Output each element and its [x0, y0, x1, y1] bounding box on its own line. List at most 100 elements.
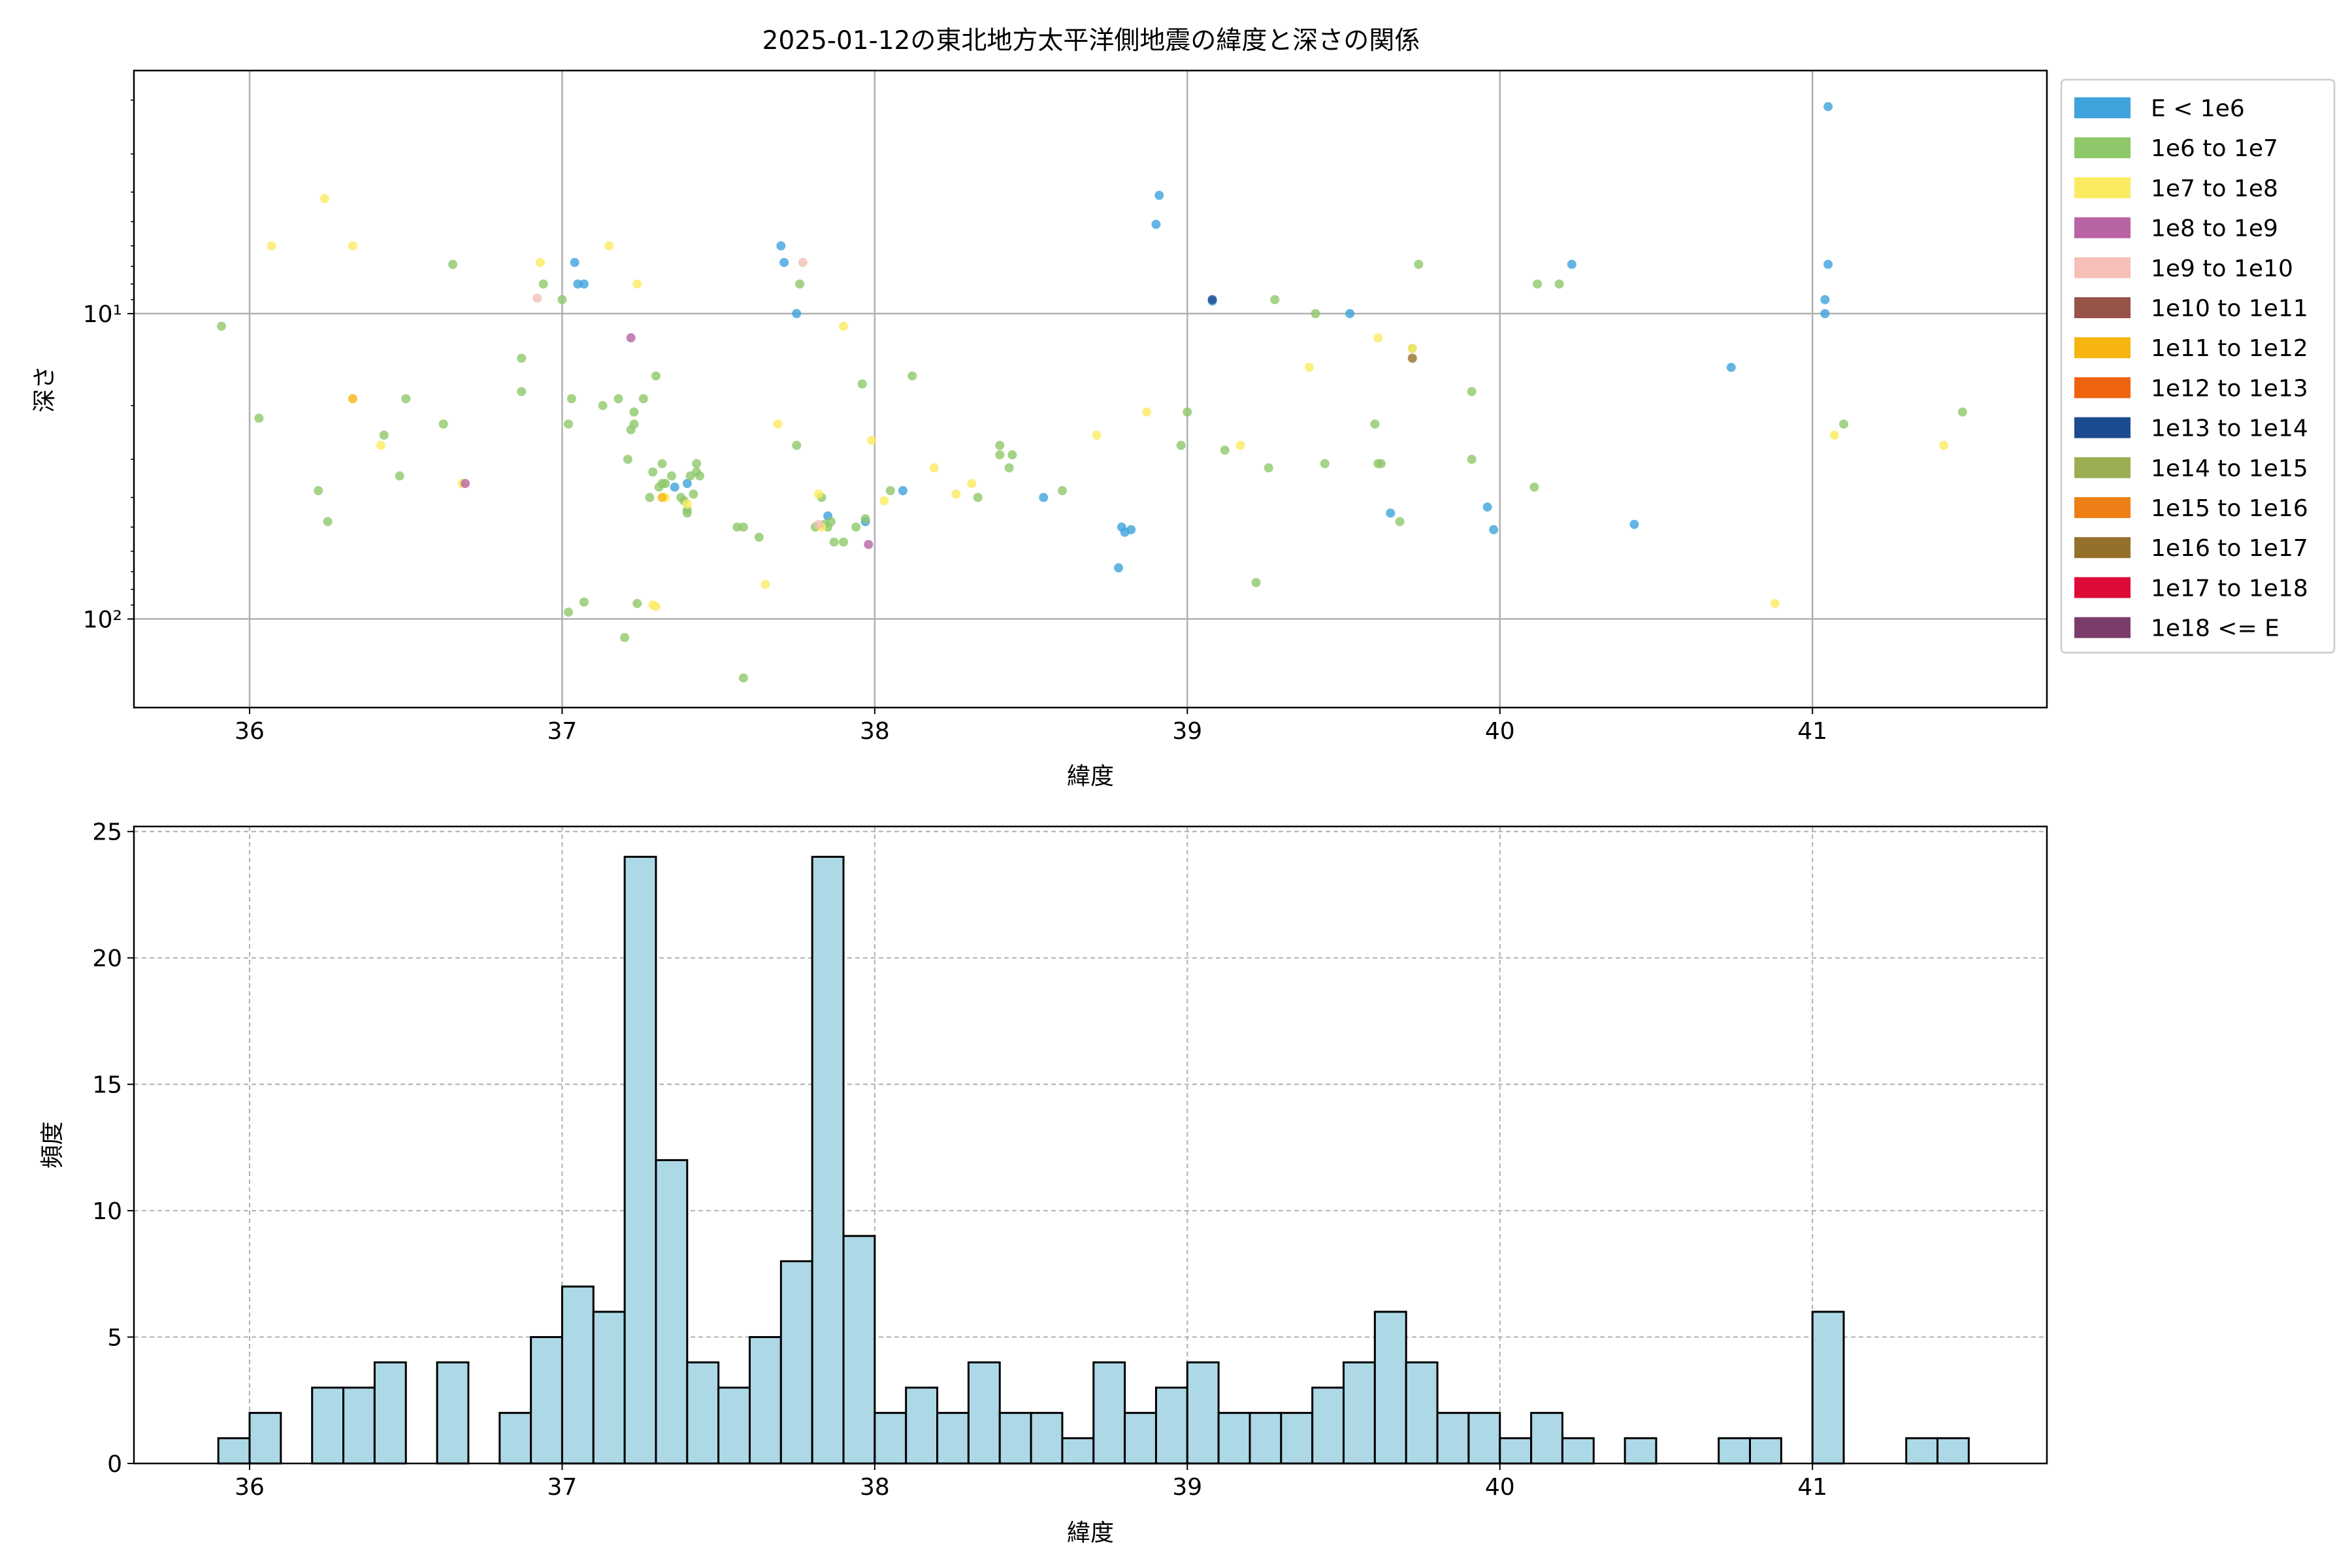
- data-point: [566, 394, 576, 404]
- data-point: [1114, 563, 1124, 573]
- data-point: [973, 493, 983, 502]
- data-point: [1823, 102, 1833, 112]
- histogram-x-axis-label: 緯度: [1067, 1520, 1114, 1546]
- x-tick-label: 41: [1797, 1474, 1827, 1501]
- legend-swatch: [2074, 177, 2131, 199]
- data-point: [629, 419, 639, 429]
- data-point: [379, 431, 389, 440]
- y-tick-label: 20: [92, 945, 122, 972]
- x-tick-label: 39: [1172, 718, 1202, 745]
- data-point: [573, 279, 583, 289]
- data-point: [267, 241, 276, 251]
- legend-swatch: [2074, 217, 2131, 238]
- data-point: [1207, 295, 1217, 304]
- data-point: [798, 257, 808, 267]
- data-point: [1567, 259, 1576, 269]
- data-point: [623, 455, 632, 465]
- legend-label: 1e10 to 1e11: [2151, 295, 2308, 322]
- y-tick-label: 25: [92, 819, 122, 846]
- data-point: [579, 597, 589, 607]
- histogram-bar: [1186, 1361, 1220, 1465]
- histogram-bar: [1936, 1437, 1970, 1465]
- data-point: [813, 519, 823, 529]
- data-point: [620, 632, 630, 642]
- data-point: [314, 486, 323, 496]
- data-point: [738, 673, 748, 683]
- histogram-bar: [1624, 1437, 1658, 1465]
- data-point: [538, 279, 548, 289]
- histogram-bar: [1436, 1412, 1470, 1465]
- data-point: [1957, 407, 1967, 417]
- data-point: [613, 394, 623, 404]
- histogram-bar: [1811, 1311, 1845, 1465]
- histogram-bar: [936, 1412, 970, 1465]
- legend-label: 1e15 to 1e16: [2151, 495, 2308, 522]
- data-point: [682, 499, 692, 509]
- legend-label: 1e17 to 1e18: [2151, 575, 2308, 602]
- scatter-axes-frame: [133, 69, 2048, 709]
- y-tick-label: 5: [107, 1325, 122, 1352]
- histogram-bar: [1499, 1437, 1533, 1465]
- data-point: [995, 450, 1005, 460]
- data-point: [1770, 598, 1780, 608]
- data-point: [376, 440, 385, 450]
- data-point: [648, 467, 658, 477]
- data-point: [666, 471, 676, 481]
- histogram-bar: [342, 1386, 376, 1465]
- x-tick-label: 39: [1172, 1474, 1202, 1501]
- histogram-bar: [1530, 1412, 1563, 1465]
- data-point: [1057, 486, 1067, 496]
- histogram-bar: [842, 1235, 876, 1465]
- histogram-bar: [1311, 1386, 1345, 1465]
- legend-label: 1e13 to 1e14: [2151, 416, 2308, 442]
- data-point: [1395, 517, 1405, 527]
- x-tick-label: 38: [860, 718, 890, 745]
- data-point: [604, 241, 614, 251]
- data-point: [670, 482, 679, 492]
- legend: E < 1e6 1e6 to 1e7 1e7 to 1e8 1e8 to 1e9 1e9…: [2060, 78, 2336, 654]
- data-point: [254, 414, 264, 423]
- data-point: [632, 279, 642, 289]
- data-point: [867, 435, 877, 445]
- data-point: [1482, 502, 1492, 512]
- data-point: [651, 371, 661, 381]
- data-point: [1304, 363, 1314, 372]
- data-point: [689, 489, 698, 499]
- data-point: [839, 321, 849, 331]
- data-point: [1092, 431, 1102, 440]
- data-point: [1820, 295, 1830, 304]
- legend-label: 1e8 to 1e9: [2151, 216, 2278, 242]
- data-point: [851, 522, 861, 532]
- data-point: [1151, 220, 1161, 229]
- data-point: [1270, 295, 1280, 304]
- data-point: [967, 479, 977, 489]
- histogram-bar: [1467, 1412, 1501, 1465]
- histogram-bar: [530, 1336, 563, 1465]
- data-point: [401, 394, 411, 404]
- data-point: [1489, 525, 1499, 534]
- histogram-bar: [1373, 1311, 1407, 1465]
- data-point: [813, 489, 823, 499]
- data-point: [1220, 446, 1230, 455]
- scatter-x-axis-label: 緯度: [1067, 763, 1114, 790]
- histogram-bar: [1061, 1437, 1095, 1465]
- data-point: [907, 371, 917, 381]
- histogram-bar: [998, 1412, 1032, 1465]
- data-point: [638, 394, 648, 404]
- histogram-bar: [1343, 1361, 1376, 1465]
- legend-swatch: [2074, 497, 2131, 518]
- data-point: [535, 257, 545, 267]
- data-point: [760, 580, 770, 589]
- legend-swatch: [2074, 417, 2131, 438]
- data-point: [1154, 191, 1164, 201]
- data-point: [1467, 387, 1477, 397]
- data-point: [448, 259, 457, 269]
- scatter-plot: 36 37 38 39 40 41 10¹ 10² 緯度 深さ: [31, 69, 2048, 790]
- data-point: [885, 486, 895, 496]
- data-point: [598, 400, 608, 410]
- data-point: [1376, 459, 1386, 468]
- data-point: [626, 333, 636, 343]
- histogram-bar: [248, 1412, 282, 1465]
- data-point: [1820, 309, 1830, 319]
- data-point: [795, 279, 805, 289]
